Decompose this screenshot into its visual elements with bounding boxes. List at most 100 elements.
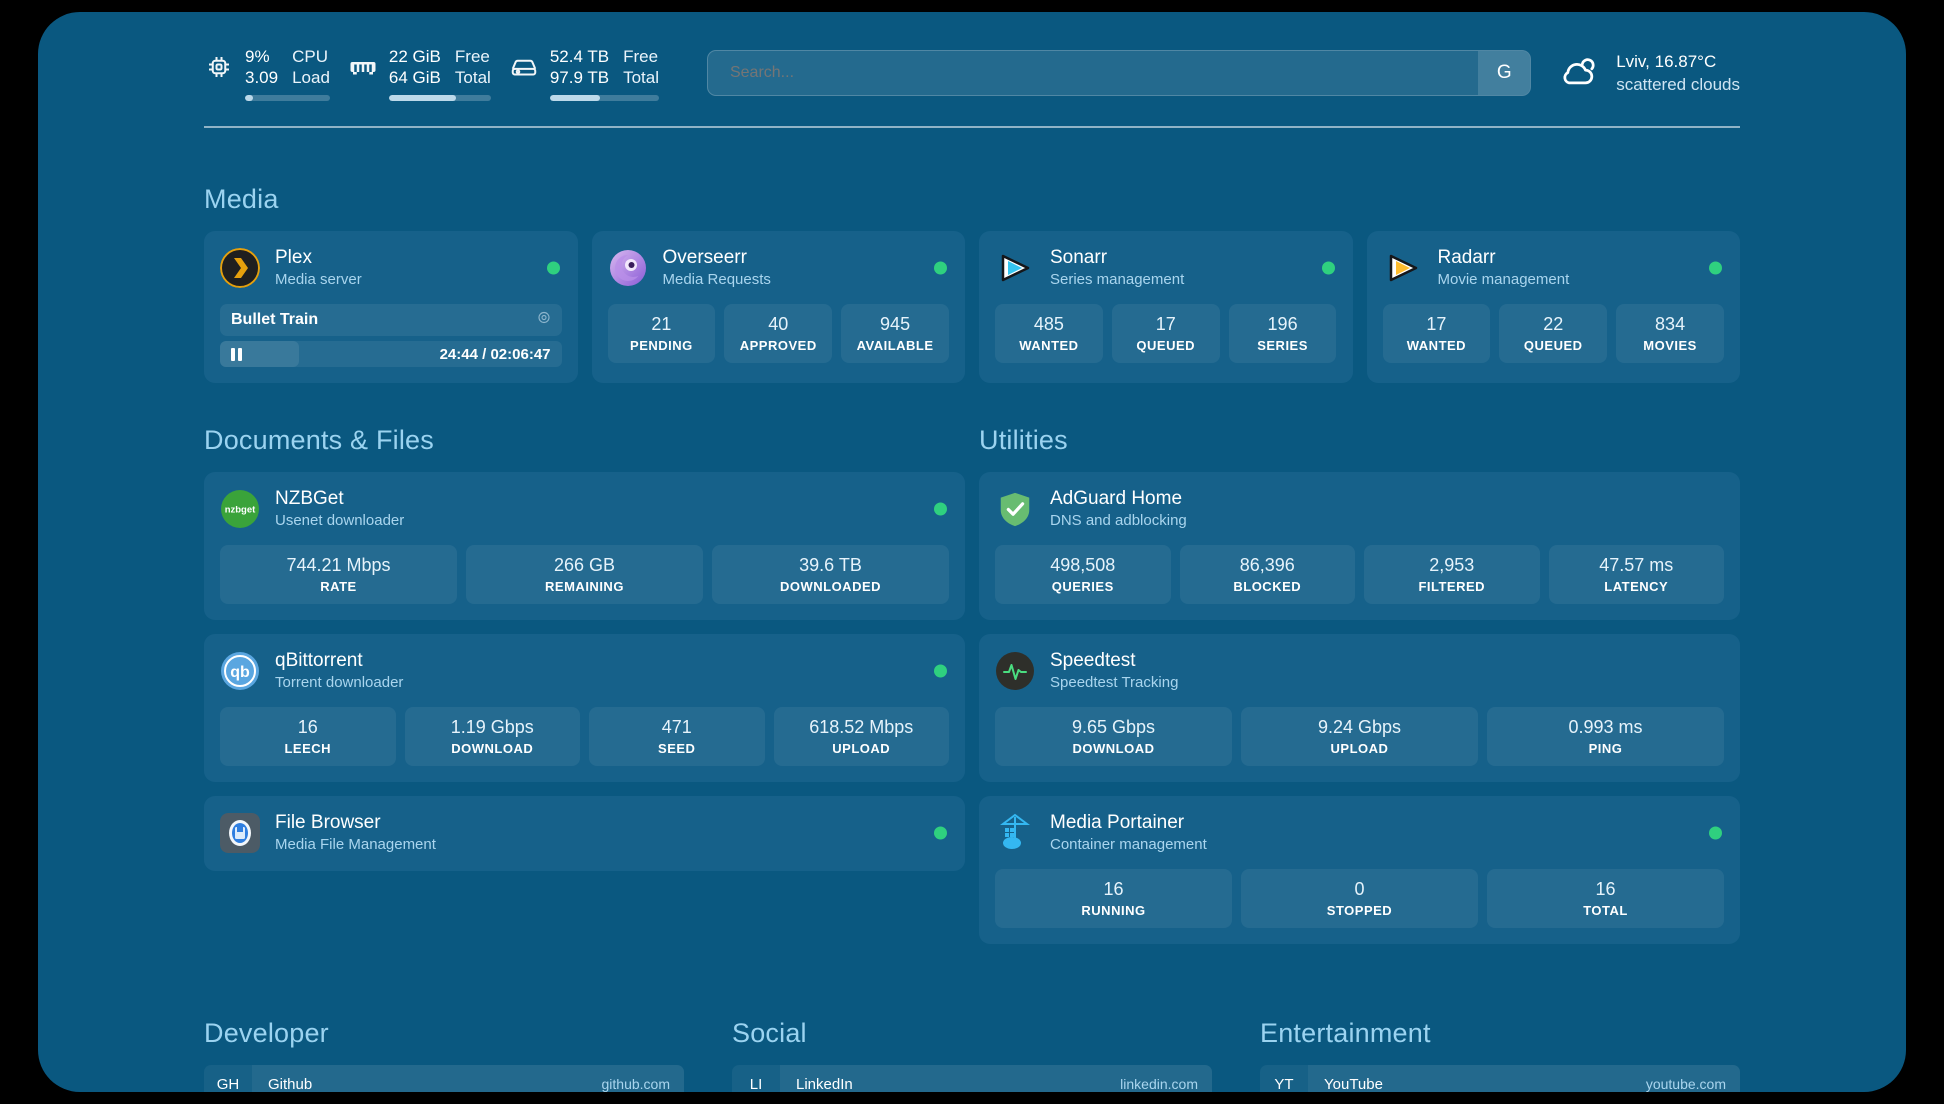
stat-label: BLOCKED — [1233, 579, 1302, 594]
bookmark-group-developer: Developer GH Github github.com SO StackO… — [204, 1018, 684, 1092]
svg-text:qb: qb — [230, 664, 250, 681]
section-media: Media Plex Media server — [204, 184, 1740, 397]
card-subtitle: Media Requests — [662, 271, 771, 288]
weather-widget[interactable]: Lviv, 16.87°C scattered clouds — [1557, 49, 1740, 98]
stat-label: WANTED — [1406, 338, 1467, 353]
dashboard-header: 9% 3.09 CPU Load — [38, 12, 1906, 104]
card-title: Media Portainer — [1050, 812, 1185, 833]
playback-elapsed: 24:44 — [439, 345, 478, 363]
stat-memory[interactable]: 22 GiB 64 GiB Free Total — [348, 46, 491, 101]
stat-value: 485 — [1033, 314, 1064, 334]
dashboard-page: 9% 3.09 CPU Load — [38, 12, 1906, 1092]
stat-tile: 471 SEED — [589, 707, 765, 766]
stat-value: 1.19 Gbps — [450, 717, 534, 737]
stat-label: WANTED — [1019, 338, 1079, 353]
scattered-clouds-icon — [1557, 49, 1601, 98]
section-title-media: Media — [204, 184, 279, 214]
stat-tile: 834 MOVIES — [1616, 304, 1724, 363]
stat-value: 16 — [1595, 879, 1616, 899]
stat-label: TOTAL — [1583, 903, 1628, 918]
stat-label: APPROVED — [739, 338, 817, 353]
card-nzbget[interactable]: nzbget NZBGet Usenet downloader 744.21 M… — [204, 472, 965, 620]
bookmark-item-github[interactable]: GH Github github.com — [204, 1065, 684, 1092]
stat-value: 2,953 — [1429, 555, 1475, 575]
stat-label: PENDING — [630, 338, 693, 353]
card-title: Sonarr — [1050, 247, 1108, 268]
card-radarr[interactable]: Radarr Movie management 17 WANTED 22 QUE… — [1366, 231, 1740, 383]
card-media-portainer[interactable]: Media Portainer Container management 16 … — [979, 796, 1740, 944]
cpu-load-value: 3.09 — [245, 67, 279, 87]
plex-now-playing: Bullet Train 24:44 / 02:06:47 — [220, 304, 562, 367]
status-badge — [546, 261, 560, 275]
stat-label: QUEUED — [1523, 338, 1583, 353]
bookmark-group-title: Entertainment — [1260, 1018, 1431, 1048]
system-stats-group: 9% 3.09 CPU Load — [204, 46, 677, 101]
status-badge — [934, 502, 947, 516]
gear-icon[interactable] — [536, 310, 552, 331]
storage-total-label: Total — [623, 67, 659, 87]
storage-total-value: 97.9 TB — [549, 67, 610, 87]
card-subtitle: Media File Management — [275, 836, 436, 853]
stat-tile: 0.993 ms PING — [1487, 707, 1724, 766]
stat-tile: 2,953 FILTERED — [1364, 545, 1540, 604]
stat-cpu[interactable]: 9% 3.09 CPU Load — [204, 46, 330, 101]
stat-label: RUNNING — [1081, 903, 1146, 918]
cpu-chip-icon — [204, 52, 234, 82]
stat-label: DOWNLOADED — [779, 579, 882, 594]
stat-tile: 40 APPROVED — [724, 304, 833, 363]
card-overseerr[interactable]: Overseerr Media Requests 21 PENDING 40 A… — [591, 231, 965, 383]
stat-value: 39.6 TB — [799, 555, 862, 575]
search-engine-button[interactable]: G — [1478, 51, 1531, 95]
memory-free-label: Free — [454, 46, 490, 66]
speedtest-pulse-icon — [995, 651, 1035, 691]
stat-value: 618.52 Mbps — [809, 717, 914, 737]
status-badge — [934, 261, 947, 275]
stat-value: 744.21 Mbps — [286, 555, 391, 575]
bookmark-group-entertainment: Entertainment YT YouTube youtube.com NF … — [1260, 1018, 1740, 1092]
playback-progress-bar[interactable]: 24:44 / 02:06:47 — [220, 341, 562, 367]
section-utilities: Utilities AdGuard Home DNS and adblockin… — [979, 425, 1740, 958]
memory-total-value: 64 GiB — [388, 67, 441, 87]
stat-tile: 485 WANTED — [995, 304, 1103, 363]
cpu-usage-bar — [245, 94, 330, 101]
now-playing-title-bar[interactable]: Bullet Train — [220, 304, 562, 336]
bookmark-label: YouTube — [1324, 1075, 1383, 1093]
pause-icon[interactable] — [231, 347, 242, 361]
card-title: NZBGet — [275, 488, 344, 509]
stat-label: UPLOAD — [832, 741, 891, 756]
section-documents: Documents & Files nzbget NZBGet Usenet d… — [204, 425, 965, 885]
stat-storage[interactable]: 52.4 TB 97.9 TB Free Total — [509, 46, 659, 101]
card-sonarr[interactable]: Sonarr Series management 485 WANTED 17 Q… — [979, 231, 1353, 383]
stat-value: 834 — [1655, 314, 1686, 334]
memory-ram-icon — [348, 52, 378, 82]
header-divider — [204, 126, 1740, 128]
card-title: Plex — [275, 247, 312, 268]
stat-value: 498,508 — [1050, 555, 1116, 575]
qbittorrent-logo-icon: qb — [220, 651, 260, 691]
card-subtitle: Speedtest Tracking — [1050, 674, 1179, 691]
card-plex[interactable]: Plex Media server Bullet Train — [204, 231, 578, 383]
section-title-utilities: Utilities — [979, 425, 1068, 455]
stat-tile: 86,396 BLOCKED — [1179, 545, 1355, 604]
search-input[interactable] — [707, 64, 1479, 82]
radarr-logo-icon — [1383, 248, 1423, 288]
stat-tile: 17 WANTED — [1382, 304, 1491, 363]
stat-value: 47.57 ms — [1599, 555, 1674, 575]
overseerr-logo-icon — [608, 248, 648, 288]
stat-label: QUERIES — [1051, 579, 1114, 594]
stat-label: LEECH — [284, 741, 332, 756]
card-qbittorrent[interactable]: qb qBittorrent Torrent downloader 16 LEE… — [204, 634, 965, 782]
search-box[interactable]: G — [706, 50, 1532, 96]
card-file-browser[interactable]: File Browser Media File Management — [204, 796, 965, 871]
bookmark-badge: GH — [204, 1065, 252, 1092]
card-adguard-home[interactable]: AdGuard Home DNS and adblocking 498,508 … — [979, 472, 1740, 620]
bookmark-item-linkedin[interactable]: LI LinkedIn linkedin.com — [732, 1065, 1212, 1092]
bookmark-item-youtube[interactable]: YT YouTube youtube.com — [1260, 1065, 1740, 1092]
adguard-shield-icon — [995, 489, 1035, 529]
stat-label: MOVIES — [1643, 338, 1697, 353]
card-speedtest[interactable]: Speedtest Speedtest Tracking 9.65 Gbps D… — [979, 634, 1740, 782]
stat-label: PING — [1588, 741, 1623, 756]
stat-label: LATENCY — [1604, 579, 1669, 594]
stat-value: 9.24 Gbps — [1317, 717, 1402, 737]
stat-label: QUEUED — [1136, 338, 1196, 353]
